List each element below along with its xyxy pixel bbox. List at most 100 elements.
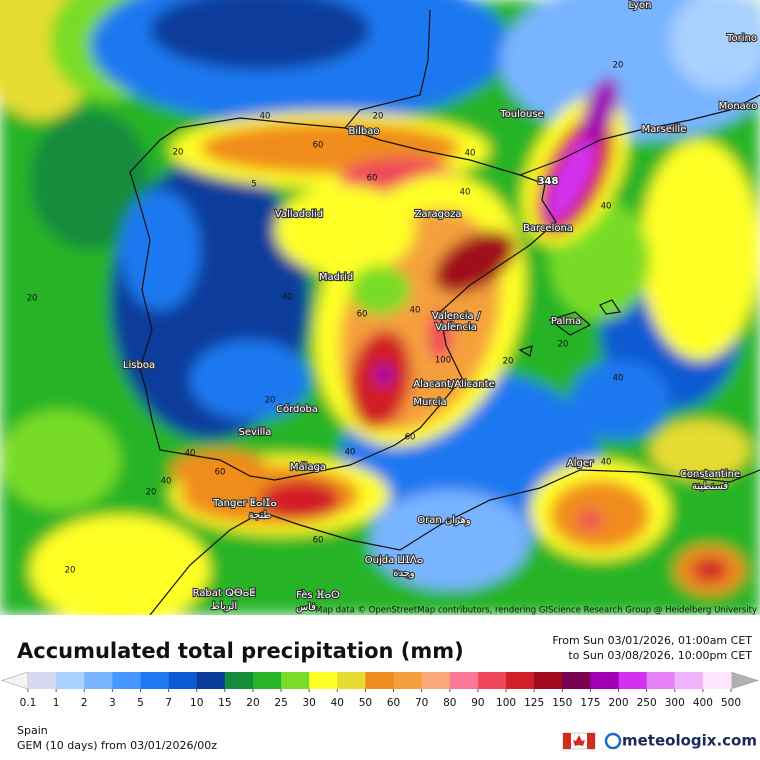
legend-label: 3 xyxy=(109,697,116,709)
legend-swatch xyxy=(224,672,254,689)
maple-leaf xyxy=(573,735,585,746)
city-label: Sevilla xyxy=(239,427,272,438)
contour-label: 20 xyxy=(613,61,624,71)
brand[interactable]: meteologix.com xyxy=(622,732,757,750)
legend-swatch xyxy=(702,672,732,689)
legend-swatch xyxy=(477,672,507,689)
precip-area xyxy=(374,365,394,385)
legend-swatch xyxy=(168,672,198,689)
city-label: فاس xyxy=(296,602,316,613)
city-label: Madrid xyxy=(319,272,353,283)
city-label: Constantine xyxy=(680,469,740,480)
title: Accumulated total precipitation (mm) xyxy=(17,639,464,663)
contour-label: 60 xyxy=(405,433,416,443)
contour-label: 20 xyxy=(173,148,184,158)
legend-label: 20 xyxy=(246,697,259,709)
contour-label: 40 xyxy=(601,202,612,212)
legend-swatch xyxy=(84,672,113,689)
legend-swatch xyxy=(618,672,648,689)
legend-swatch xyxy=(56,672,85,689)
city-label: Palma xyxy=(551,316,581,327)
precip-area xyxy=(190,340,310,420)
precip-area xyxy=(670,0,760,90)
precip-area xyxy=(434,230,516,294)
precip-field xyxy=(0,0,760,625)
city-label: Murcia xyxy=(413,397,446,408)
legend-swatch xyxy=(393,672,423,689)
legend-swatch xyxy=(281,672,310,689)
contour-label: 20 xyxy=(558,340,569,350)
legend-label: 400 xyxy=(693,697,713,709)
contour-label: 40 xyxy=(161,477,172,487)
map-labels: Lyon Torino Monaco Marseille Toulouse Bilbao Z… xyxy=(27,0,759,614)
precip-area xyxy=(428,310,452,360)
legend-label: 30 xyxy=(303,697,316,709)
city-label: وجدة xyxy=(393,568,415,579)
city-label: الرباط xyxy=(211,601,237,612)
contour-label: 40 xyxy=(185,449,196,459)
city-label: قسنطينة xyxy=(692,481,729,492)
legend-swatch xyxy=(28,672,57,689)
legend-label: 50 xyxy=(359,697,372,709)
city-label: Oujda ⵡⵊⴷⴰ xyxy=(365,555,424,566)
attribution: Map data © OpenStreetMap contributors, r… xyxy=(315,606,757,616)
coastline xyxy=(149,469,760,616)
legend-label: 500 xyxy=(721,697,741,709)
city-label: Alacant/Alicante xyxy=(413,379,494,390)
city-label: Marseille xyxy=(642,124,687,135)
legend: 0.1 1 2 3 5 7 10 15 20 25 30 40 50 60 70 80 90 100 125 150 1… xyxy=(1,671,759,709)
city-label: Valladolid xyxy=(275,209,323,220)
city-label: Oran وهران xyxy=(417,515,471,526)
contour-label: 60 xyxy=(367,174,378,184)
borders xyxy=(129,9,760,616)
legend-swatch xyxy=(365,672,395,689)
legend-label: 70 xyxy=(415,697,428,709)
precip-area xyxy=(30,110,150,250)
legend-swatch xyxy=(674,672,704,689)
precip-area xyxy=(370,490,530,590)
contour-label: 60 xyxy=(313,141,324,151)
contour-label: 40 xyxy=(410,306,421,316)
logo-icon xyxy=(604,732,622,750)
city-label: València xyxy=(435,321,477,333)
contour-label: 20 xyxy=(27,294,38,304)
contour-label: 100 xyxy=(435,356,451,366)
legend-label: 200 xyxy=(608,697,628,709)
contour-label: 40 xyxy=(465,149,476,159)
city-label: Málaga xyxy=(290,461,326,473)
contour-label: 40 xyxy=(282,293,293,303)
period-from: From Sun 03/01/2026, 01:00am CET xyxy=(552,634,752,647)
legend-swatch xyxy=(196,672,226,689)
city-label: Fès ⴼⴰⵙ xyxy=(296,589,340,601)
contour-label: 20 xyxy=(265,396,276,406)
contour-label: 60 xyxy=(357,310,368,320)
contour-label: 40 xyxy=(601,458,612,468)
legend-label: 15 xyxy=(218,697,231,709)
contour-label: 5 xyxy=(251,180,256,190)
city-label: طنجة xyxy=(249,510,272,521)
legend-swatch xyxy=(309,672,338,689)
precip-area xyxy=(275,185,415,275)
legend-swatch xyxy=(562,672,591,689)
city-label: Barcelona xyxy=(523,223,573,234)
contour-label: 40 xyxy=(345,448,356,458)
flag xyxy=(562,732,596,750)
precip-area xyxy=(640,140,760,360)
precip-area xyxy=(260,480,340,520)
legend-swatch xyxy=(590,672,620,689)
precip-area xyxy=(350,265,410,315)
city-label: Tanger ⵟⴰⵏⵊⴰ xyxy=(212,498,277,509)
legend-label: 0.1 xyxy=(20,697,37,709)
precip-area xyxy=(120,190,200,310)
city-label: Valencia / xyxy=(432,311,481,322)
contour-label: 20 xyxy=(65,566,76,576)
precip-area xyxy=(0,410,120,510)
precip-area xyxy=(150,0,370,70)
coastline xyxy=(129,117,557,481)
contour-label: 20 xyxy=(373,112,384,122)
model-run: GEM (10 days) from 03/01/2026/00z xyxy=(17,739,217,752)
legend-label: 40 xyxy=(331,697,344,709)
legend-swatch xyxy=(506,672,535,689)
precip-area xyxy=(692,558,728,582)
